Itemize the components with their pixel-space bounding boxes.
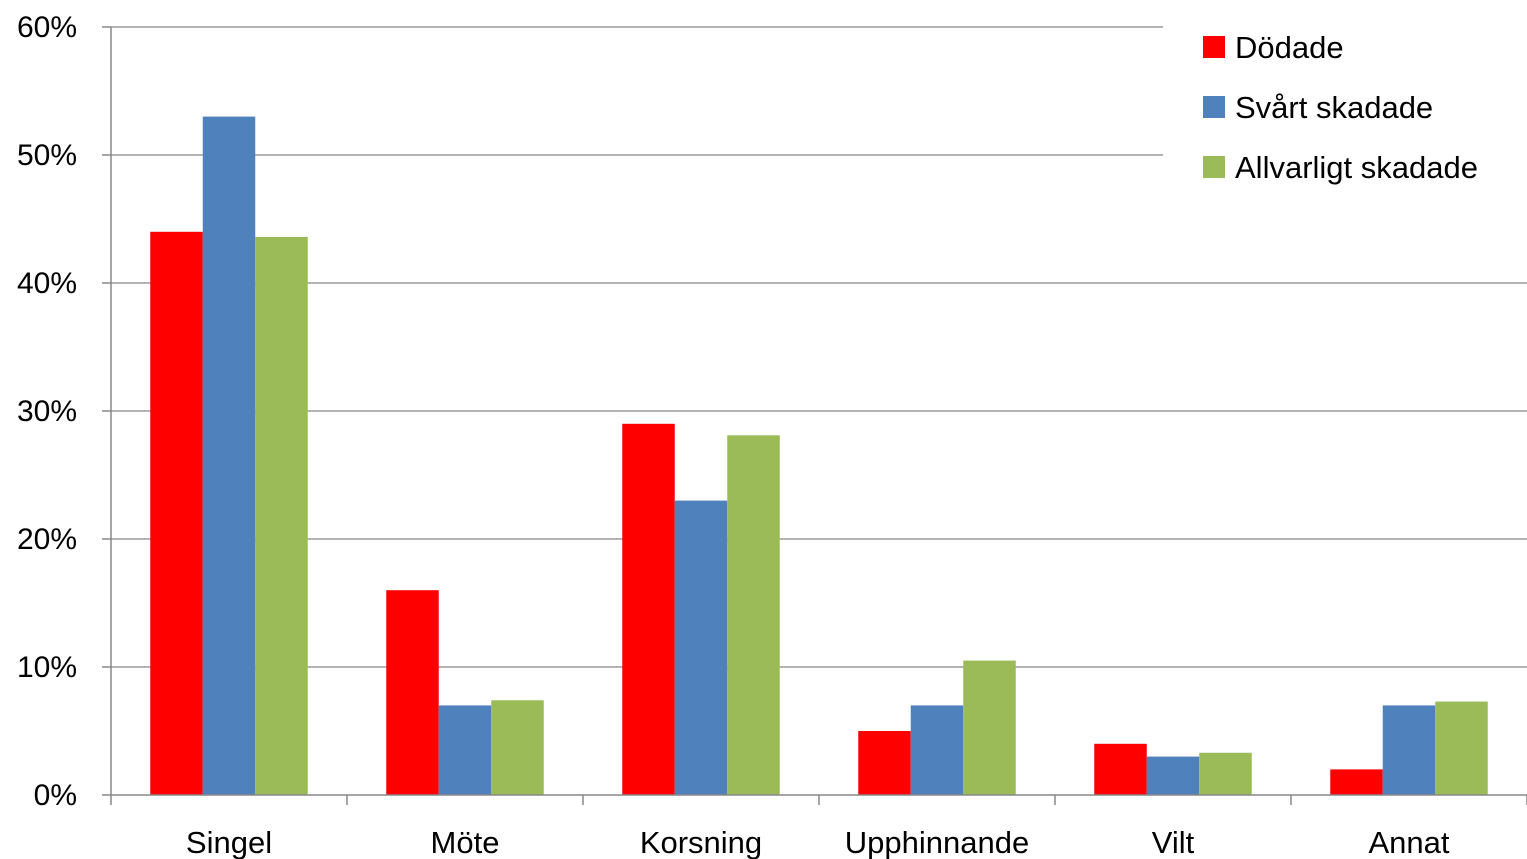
y-tick-label: 10%	[17, 651, 77, 684]
bars	[150, 116, 1488, 796]
bar-singel-2	[202, 116, 256, 796]
bar-vilt-3	[1199, 752, 1252, 795]
legend-swatch-2	[1203, 96, 1225, 118]
bar-upphinnande-2	[910, 705, 964, 795]
x-category-label: Singel	[186, 825, 272, 859]
bar-annat-1	[1330, 769, 1383, 795]
bar-möte-1	[386, 590, 439, 795]
x-category-label: Möte	[431, 825, 500, 859]
gridlines	[111, 26, 1527, 668]
y-tick-label: 40%	[17, 267, 77, 300]
bar-singel-3	[255, 236, 308, 796]
x-category-label: Annat	[1368, 825, 1449, 859]
legend-swatch-1	[1203, 36, 1225, 58]
bar-upphinnande-1	[858, 731, 911, 795]
axes	[102, 26, 1527, 805]
bar-möte-3	[491, 700, 544, 795]
x-category-label: Korsning	[640, 825, 762, 859]
bar-singel-1	[150, 231, 203, 796]
bar-annat-3	[1435, 701, 1488, 795]
bar-annat-2	[1382, 705, 1436, 795]
y-tick-label: 30%	[17, 395, 77, 428]
legend-label: Dödade	[1235, 30, 1344, 65]
y-tick-label: 60%	[17, 11, 77, 44]
bar-korsning-2	[674, 500, 728, 795]
bar-upphinnande-3	[963, 660, 1016, 795]
bar-korsning-1	[622, 423, 675, 795]
legend-label: Allvarligt skadade	[1235, 150, 1478, 185]
bar-möte-2	[438, 705, 492, 795]
x-category-label: Upphinnande	[845, 825, 1029, 859]
legend-label: Svårt skadade	[1235, 90, 1433, 125]
y-tick-label: 0%	[34, 779, 77, 812]
x-category-label: Vilt	[1152, 825, 1195, 859]
bar-vilt-1	[1094, 743, 1147, 795]
bar-vilt-2	[1146, 756, 1200, 795]
y-tick-label: 20%	[17, 523, 77, 556]
legend: Dödade Svårt skadade Allvarligt skadade	[1163, 20, 1527, 190]
bar-korsning-3	[727, 435, 780, 795]
y-tick-label: 50%	[17, 139, 77, 172]
legend-swatch-3	[1203, 156, 1225, 178]
y-tick-labels: 0% 10% 20% 30% 40% 50% 60%	[17, 11, 77, 812]
x-category-labels: Singel Möte Korsning Upphinnande Vilt Annat	[186, 825, 1450, 859]
